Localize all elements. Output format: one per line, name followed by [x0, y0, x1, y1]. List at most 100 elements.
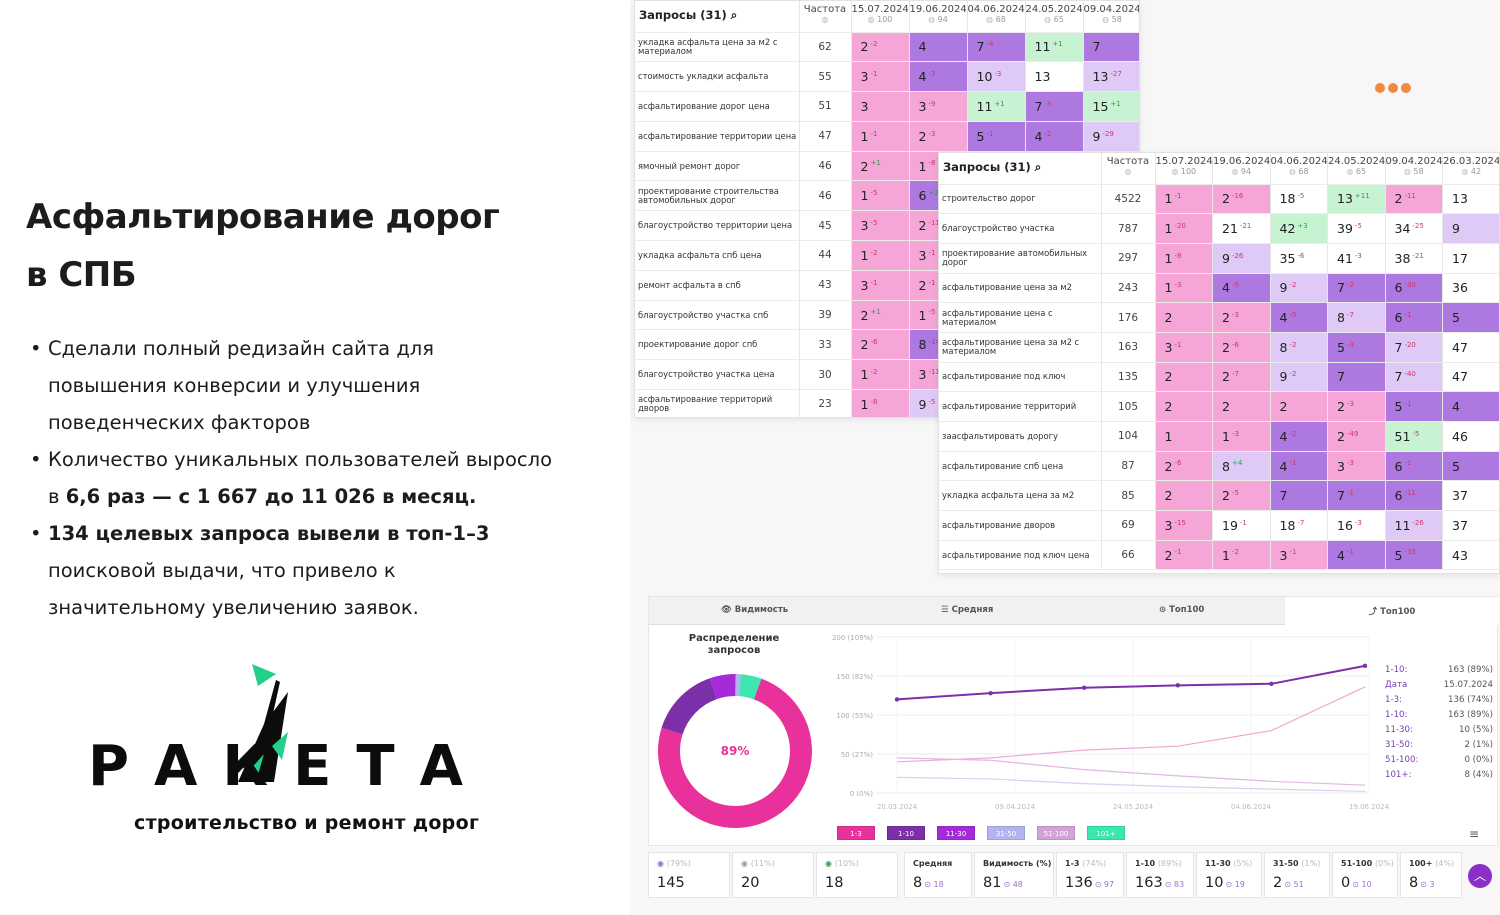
- table-row[interactable]: укладка асфальта цена за м2 85 2 2 -5 7 7 -1 6 -1…: [939, 480, 1499, 512]
- result-text: поисковой выдачи, что привело к: [48, 559, 396, 582]
- query-text: асфальтирование территорий: [939, 391, 1102, 422]
- carousel-dots[interactable]: [1375, 78, 1414, 97]
- position-cell: 8 -7: [1327, 302, 1386, 333]
- position-cell: 2 +1: [851, 151, 910, 182]
- table-row[interactable]: асфальтирование спб цена 87 2 -6 8 +4 4 -1 3 -3 6-…: [939, 451, 1499, 482]
- date-column-header[interactable]: 19.06.202494: [1212, 153, 1271, 185]
- date-column-header[interactable]: 24.05.202465: [1025, 1, 1084, 33]
- query-frequency: 105: [1101, 391, 1156, 422]
- table-row[interactable]: асфальтирование цена с материалом 176 2 2 -3…: [939, 302, 1499, 333]
- series-point[interactable]: [894, 697, 900, 702]
- stat-card: Средняя 8 ⊙ 18: [904, 852, 972, 898]
- table-row[interactable]: строительство дорог 4522 1 -1 2 -16 18 -5 13 +11 2…: [939, 184, 1499, 215]
- table-row[interactable]: благоустройство участка 787 1 -20 21 -21 42 +3 3…: [939, 213, 1499, 244]
- table-row[interactable]: асфальтирование дорог цена 51 3 3 -9 11 +1 7 -3 1…: [635, 91, 1139, 122]
- series-line-11-30[interactable]: [896, 757, 1366, 786]
- query-text: благоустройство участка спб: [635, 300, 800, 331]
- series-point[interactable]: [1362, 663, 1368, 669]
- query-text: благоустройство участка: [939, 213, 1102, 244]
- dot[interactable]: [1401, 83, 1411, 93]
- date-column-header[interactable]: 19.06.202494: [909, 1, 968, 33]
- tab-visibility[interactable]: 👁 Видимость: [721, 605, 789, 615]
- table-row[interactable]: укладка асфальта цена за м2 с материалом…: [635, 32, 1139, 63]
- date-column-header[interactable]: 04.06.202468: [1270, 153, 1328, 185]
- y-tick-label: 200 (109%): [832, 634, 873, 642]
- frequency-header[interactable]: Частота: [1101, 153, 1156, 185]
- position-cell: 4 -5: [1270, 302, 1328, 333]
- table-row[interactable]: асфальтирование под ключ цена 66 2 -1 1 -2 3 -1…: [939, 540, 1499, 571]
- query-frequency: 62: [799, 32, 852, 63]
- table-row[interactable]: стоимость укладки асфальта 55 3 -1 4 -3 10 -3 13…: [635, 61, 1139, 93]
- date-column-header[interactable]: 04.06.202468: [967, 1, 1026, 33]
- stat-value: 20: [741, 875, 760, 891]
- position-cell: 2: [1155, 391, 1213, 422]
- frequency-header[interactable]: Частота: [799, 1, 852, 33]
- series-line-1-10[interactable]: [896, 664, 1366, 701]
- query-frequency: 176: [1101, 302, 1156, 333]
- menu-icon[interactable]: ≡: [1468, 827, 1479, 841]
- position-cell: 17: [1442, 243, 1499, 274]
- stat-label: 11-30 (5%): [1205, 859, 1253, 868]
- table-row[interactable]: асфальтирование территорий 105 2 2 2 2 -3 5 -1 4: [939, 391, 1499, 422]
- position-cell: 3 -1: [1155, 332, 1213, 363]
- legend-item[interactable]: 101+: [1087, 826, 1125, 840]
- scroll-up-button[interactable]: ︿: [1468, 864, 1492, 888]
- donut-slice-11-30[interactable]: [709, 674, 736, 700]
- query-text: стоимость укладки асфальта: [635, 61, 800, 93]
- query-frequency: 135: [1101, 362, 1156, 393]
- query-frequency: 787: [1101, 213, 1156, 244]
- donut-slice-1-3[interactable]: [658, 678, 812, 828]
- query-text: ремонт асфальта в спб: [635, 270, 800, 301]
- query-text: асфальтирование спб цена: [939, 451, 1102, 482]
- date-column-header[interactable]: 15.07.2024100: [851, 1, 910, 33]
- table-row[interactable]: заасфальтировать дорогу 104 1 1 -3 4 -2 2 -49 51-…: [939, 421, 1499, 452]
- date-column-header[interactable]: 24.05.202465: [1327, 153, 1386, 185]
- legend-item[interactable]: 1-3: [837, 826, 875, 840]
- donut-slice-101+[interactable]: [738, 674, 762, 700]
- position-cell: 5 -1: [967, 121, 1026, 152]
- tab-average[interactable]: ☰ Средняя: [941, 605, 994, 615]
- table-row[interactable]: асфальтирование дворов 69 3 -15 19 -1 18 -7 16 -3…: [939, 510, 1499, 541]
- legend-item[interactable]: 51-100: [1037, 826, 1075, 840]
- table-row[interactable]: асфальтирование территории цена 47 1 -1 2 -3 5…: [635, 121, 1139, 152]
- position-cell: 4 -1: [1270, 451, 1328, 482]
- dot[interactable]: [1388, 83, 1398, 93]
- dot[interactable]: [1375, 83, 1385, 93]
- date-column-header[interactable]: 15.07.2024100: [1155, 153, 1213, 185]
- position-cell: 21 -21: [1212, 213, 1271, 244]
- table-row[interactable]: асфальтирование цена за м2 с материалом 1…: [939, 332, 1499, 363]
- date-column-header[interactable]: 09.04.202458: [1083, 1, 1139, 33]
- legend-item[interactable]: 11-30: [937, 826, 975, 840]
- series-point[interactable]: [1082, 685, 1087, 690]
- series-point[interactable]: [1269, 681, 1274, 686]
- tab-top100-active[interactable]: ⤴ Топ100: [1285, 597, 1499, 625]
- position-cell: 3 -3: [1327, 451, 1386, 482]
- legend-item[interactable]: 31-50: [987, 826, 1025, 840]
- stat-icon: ◉: [825, 859, 835, 868]
- series-line-1-3[interactable]: [896, 686, 1366, 763]
- query-text: асфальтирование дворов: [939, 510, 1102, 541]
- table-row[interactable]: асфальтирование под ключ 135 2 2 -7 9 -2 7 7 -40 4…: [939, 362, 1499, 393]
- tab-top100[interactable]: ⊙ Топ100: [1159, 605, 1205, 615]
- table-row[interactable]: асфальтирование цена за м2 243 1 -3 4 -5 9 -2 7-…: [939, 273, 1499, 304]
- logo-tagline: строительство и ремонт дорог: [134, 812, 480, 834]
- series-point[interactable]: [1175, 683, 1180, 688]
- position-cell: 1 -3: [1155, 273, 1213, 304]
- position-cell: 13: [1442, 184, 1499, 215]
- position-cell: 1 -1: [1155, 184, 1213, 215]
- donut-slice-1-10 (4-10)[interactable]: [661, 678, 718, 735]
- date-column-header[interactable]: 26.03.202442: [1442, 153, 1499, 185]
- position-cell: 9: [1442, 213, 1499, 244]
- stat-label: 51-100 (0%): [1341, 859, 1394, 868]
- queries-header[interactable]: Запросы (31) ⌕: [635, 1, 800, 33]
- legend-item[interactable]: 1-10: [887, 826, 925, 840]
- table-row[interactable]: проектирование автомобильных дорог 297 1 -8…: [939, 243, 1499, 274]
- series-line-31-50[interactable]: [896, 776, 1366, 793]
- stat-card: ◉ (11%) 20: [732, 852, 814, 898]
- queries-header[interactable]: Запросы (31) ⌕: [939, 153, 1102, 185]
- query-frequency: 163: [1101, 332, 1156, 363]
- result-highlight: 134 целевых запроса вывели в топ-1–3: [48, 522, 490, 545]
- stats-chart-panel: 👁 Видимость ☰ Средняя ⊙ Топ100 ⤴ Топ100 …: [648, 596, 1499, 846]
- series-point[interactable]: [988, 690, 993, 696]
- date-column-header[interactable]: 09.04.202458: [1385, 153, 1443, 185]
